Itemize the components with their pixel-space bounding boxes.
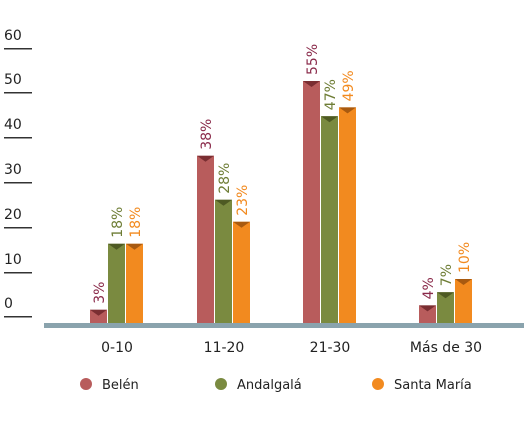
bar-body	[90, 309, 107, 323]
x-category-label: 21-30	[310, 340, 351, 356]
x-axis-categories: 0-10 11-20 21-30 Más de 30	[101, 340, 482, 356]
bar-cap	[321, 116, 338, 123]
x-category-label: 11-20	[204, 340, 245, 356]
y-tick-underline	[4, 48, 32, 50]
y-tick-label: 30	[4, 162, 22, 178]
data-label: 10%	[457, 242, 473, 273]
bar-cap	[455, 279, 472, 285]
bar	[303, 81, 320, 323]
bar-cap	[233, 221, 250, 228]
legend-label: Andalgalá	[237, 378, 302, 393]
bar-cap	[90, 309, 107, 316]
data-label: 23%	[235, 185, 251, 216]
x-category-label: 0-10	[101, 340, 133, 356]
bar	[419, 305, 436, 323]
bar-body	[233, 221, 250, 323]
data-label: 4%	[421, 277, 437, 299]
y-tick-label: 50	[4, 72, 22, 88]
bar-cap	[108, 243, 125, 250]
data-label: 38%	[199, 119, 215, 150]
data-label: 3%	[92, 282, 108, 304]
y-tick-underline	[4, 316, 32, 318]
y-tick-underline	[4, 227, 32, 229]
bar-cap	[215, 199, 232, 206]
bar-body	[455, 279, 472, 323]
bar	[339, 107, 356, 324]
bar-series	[90, 81, 472, 324]
legend: Belén Andalgalá Santa María	[80, 378, 472, 393]
bar-cap	[197, 155, 214, 162]
legend-item: Santa María	[372, 378, 472, 393]
x-axis-baseline	[44, 323, 524, 328]
bar	[437, 292, 454, 323]
legend-item: Andalgalá	[215, 378, 302, 393]
legend-swatch	[372, 378, 384, 390]
data-labels: 3% 38% 55% 4% 18% 28% 47% 7% 18% 23% 49% 10%	[92, 44, 473, 304]
bar	[108, 243, 125, 323]
legend-label: Santa María	[394, 378, 472, 393]
bar-body	[437, 292, 454, 323]
x-category-label: Más de 30	[410, 340, 482, 356]
bar-body	[126, 243, 143, 323]
legend-label: Belén	[102, 378, 139, 393]
bar-body	[303, 81, 320, 323]
y-tick-label: 40	[4, 117, 22, 133]
bar-cap	[419, 305, 436, 312]
bar-body	[197, 155, 214, 323]
data-label: 7%	[439, 264, 455, 286]
data-label: 28%	[217, 163, 233, 194]
bar-body	[419, 305, 436, 323]
y-tick-label: 60	[4, 28, 22, 44]
bar	[321, 116, 338, 323]
data-label: 55%	[305, 44, 321, 75]
bar-cap	[437, 292, 454, 299]
bar	[126, 243, 143, 323]
bar-cap	[339, 107, 356, 114]
bar	[215, 199, 232, 323]
bar-body	[321, 116, 338, 323]
legend-item: Belén	[80, 378, 139, 393]
data-label: 49%	[341, 70, 357, 101]
legend-swatch	[80, 378, 92, 390]
legend-swatch	[215, 378, 227, 390]
data-label: 18%	[110, 207, 126, 238]
y-tick-underline	[4, 137, 32, 139]
y-tick-underline	[4, 182, 32, 184]
bar-body	[215, 199, 232, 323]
bar-cap	[303, 81, 320, 87]
bar-cap	[126, 243, 143, 250]
y-tick-underline	[4, 92, 32, 94]
y-axis-ticks: 0 10 20 30 40 50 60	[4, 28, 32, 318]
data-label: 47%	[323, 79, 339, 110]
y-tick-label: 10	[4, 252, 22, 268]
y-tick-label: 20	[4, 207, 22, 223]
bar	[455, 279, 472, 323]
bar	[90, 309, 107, 323]
bar	[197, 155, 214, 323]
y-tick-label: 0	[4, 296, 13, 312]
y-tick-underline	[4, 272, 32, 274]
bar-body	[339, 107, 356, 324]
bar	[233, 221, 250, 323]
data-label: 18%	[128, 207, 144, 238]
bar-body	[108, 243, 125, 323]
